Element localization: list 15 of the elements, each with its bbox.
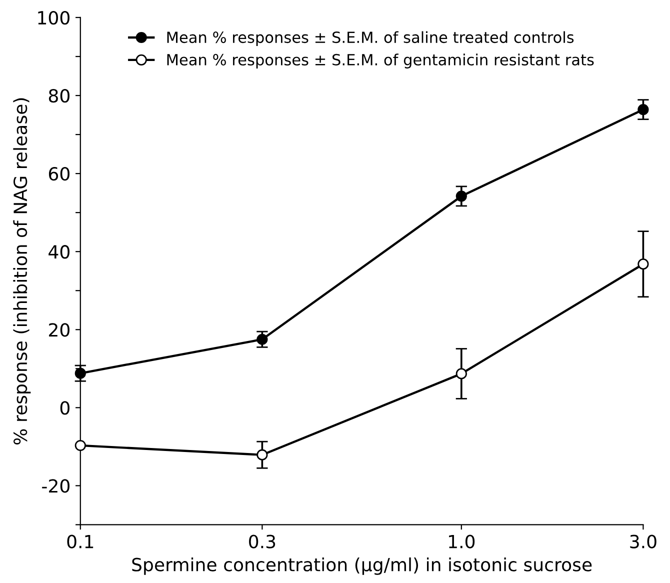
- x-tick-label: 3.0: [630, 534, 656, 548]
- y-tick-label: -20: [42, 479, 70, 493]
- y-tick-label: 100: [38, 10, 70, 25]
- y-tick-label: 40: [48, 245, 70, 259]
- y-tick-label: 80: [48, 88, 70, 103]
- x-tick-label: 1.0: [449, 534, 475, 548]
- y-tick-label: 0: [60, 401, 70, 415]
- x-tick-label: 0.1: [67, 534, 94, 548]
- x-axis-title: Spermine concentration (μg/ml) in isotonic sucrose: [132, 557, 592, 575]
- y-axis-title: % response (inhibition of NAG release): [13, 98, 31, 444]
- legend-label: Mean % responses ± S.E.M. of saline treated controls: [167, 31, 574, 46]
- y-tick-label: 20: [49, 323, 70, 337]
- x-tick-label: 0.3: [249, 534, 276, 548]
- y-tick-label: 60: [48, 167, 70, 181]
- legend-label: Mean % responses ± S.E.M. of gentamicin resistant rats: [167, 54, 594, 68]
